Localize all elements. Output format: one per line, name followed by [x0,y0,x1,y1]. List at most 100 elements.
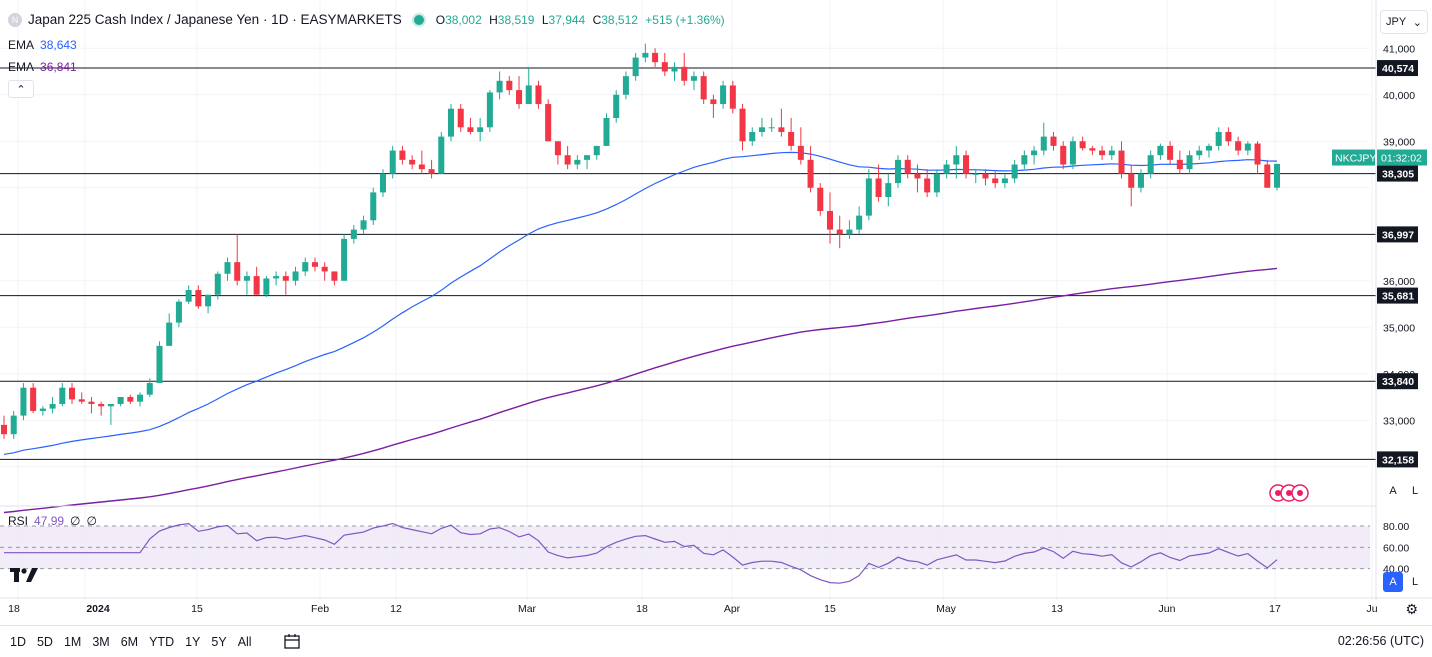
candle-body [1205,145,1212,151]
candle-body [1215,131,1222,146]
rsi-log-scale-button[interactable]: L [1411,576,1419,588]
symbol-title[interactable]: Japan 225 Cash Index / Japanese Yen · 1D… [28,12,402,27]
ema-lines [3,151,1278,514]
candle [933,169,940,198]
price-tick-label: 39,000 [1383,136,1415,148]
gear-icon[interactable]: ⚙ [1405,601,1418,617]
candle [1225,127,1232,146]
event-marker-dot [1297,490,1303,496]
candle [1089,145,1096,156]
currency-select[interactable]: JPY ⌄ [1380,10,1428,34]
time-tick-label: 17 [1269,603,1281,615]
ema-fast-value: 38,643 [40,38,77,52]
price-tick-label: 33,000 [1383,415,1415,427]
candle-body [1108,150,1115,156]
range-1d-button[interactable]: 1D [10,634,26,649]
candle-body [195,290,202,307]
range-5d-button[interactable]: 5D [36,634,53,649]
utc-clock[interactable]: 02:26:56 (UTC) [1337,634,1424,648]
ema-slow-legend[interactable]: EMA 36,841 [8,60,77,74]
candle-body [584,155,591,160]
candle [613,90,620,123]
candle-body [20,387,27,416]
candle [0,415,8,439]
ohlc-low-value: 37,944 [548,12,586,27]
candle-body [933,173,940,193]
chevron-up-icon: ⌃ [16,83,26,96]
candle-body [593,145,600,156]
candle [758,118,765,137]
candle-body [1176,159,1183,170]
ohlc-high-value: 38,519 [497,12,535,27]
candle-body [554,141,561,156]
tradingview-logo[interactable] [10,566,38,587]
candle [447,104,455,142]
candle [584,155,591,170]
candle [690,71,697,91]
candle [778,108,785,137]
candle [749,127,756,146]
candle [720,80,727,109]
range-1y-button[interactable]: 1Y [185,634,201,649]
candle-body [613,94,620,118]
candle [895,155,902,188]
candle [205,294,212,314]
candle [603,113,610,146]
level-tag-bg [1377,451,1418,468]
candle-body [992,178,999,184]
candle-body [1060,145,1067,165]
collapse-legend-button[interactable]: ⌃ [8,80,34,98]
ema-slow-line [3,267,1278,514]
candle [710,94,717,118]
symbol-header[interactable]: N Japan 225 Cash Index / Japanese Yen · … [8,12,729,27]
candle [302,257,309,277]
candle-body [564,155,571,165]
level-tag-text: 35,681 [1382,291,1414,303]
candle-body [720,85,727,105]
candle [166,313,173,346]
time-axis[interactable]: 18 2024 15 Feb 12 Mar 18 Apr 15 May 13 Jun 17 Ju [0,597,1432,615]
ema-fast-legend[interactable]: EMA 38,643 [8,38,77,52]
rsi-auto-scale-button[interactable]: A [1383,572,1403,592]
rsi-extra-1: ∅ [70,514,81,528]
level-tag-text: 38,305 [1382,169,1414,181]
log-scale-button[interactable]: L [1411,485,1419,497]
range-ytd-button[interactable]: YTD [149,634,175,649]
event-markers[interactable] [1269,484,1309,502]
candle [10,410,17,439]
price-axis[interactable]: 33,00034,00035,00036,00039,00040,00041,0… [1332,0,1427,600]
level-tag-text: 36,997 [1382,229,1414,241]
candle-body [59,387,66,404]
candle-body [1137,173,1144,188]
auto-scale-button[interactable]: A [1389,485,1397,497]
range-all-button[interactable]: All [237,634,252,649]
candle [525,66,532,105]
rsi-legend[interactable]: RSI 47.99 ∅ ∅ [8,514,97,528]
candle [243,271,250,295]
range-3m-button[interactable]: 3M [92,634,110,649]
candle [185,285,192,304]
candle [496,71,503,100]
range-6m-button[interactable]: 6M [120,634,139,649]
candle [389,145,396,179]
candle-body [224,262,231,274]
candle-body [30,387,37,411]
candle [409,155,416,170]
candle [360,215,367,235]
ohlc-values: O38,002 H38,519 L37,944 C38,512 +515 (+1… [436,13,729,27]
candle-body [972,173,979,175]
time-tick-label: Feb [311,603,329,615]
candle [1205,143,1212,158]
candle-body [788,131,795,146]
candle [98,401,105,416]
calendar-compare-icon[interactable] [283,633,303,651]
candle-body [632,57,639,77]
range-1m-button[interactable]: 1M [63,634,82,649]
candle-body [496,80,503,93]
level-tag-bg [1377,226,1418,243]
candle [438,131,445,174]
candle-body [263,278,270,295]
range-5y-button[interactable]: 5Y [211,634,227,649]
candle [477,118,484,142]
